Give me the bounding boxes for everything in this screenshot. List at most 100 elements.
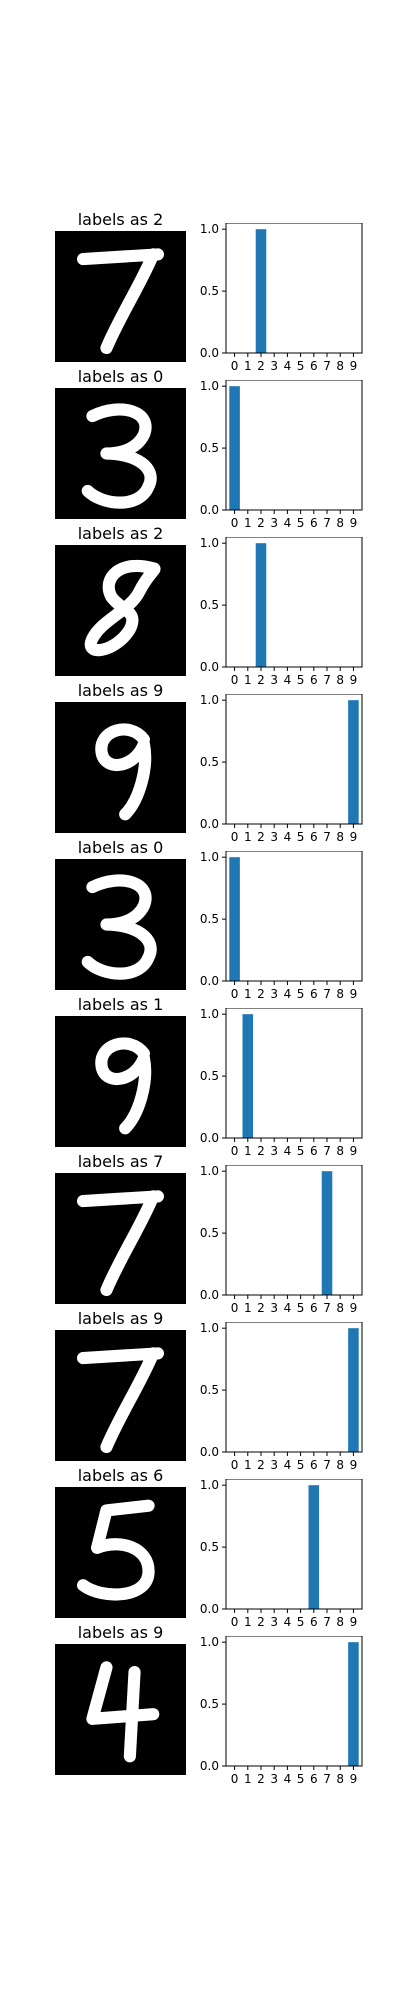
digit-title: labels as 9 bbox=[77, 1309, 164, 1328]
digit-7-image bbox=[76, 1347, 165, 1454]
x-tick-label: 2 bbox=[257, 516, 265, 530]
y-tick-label: 1.0 bbox=[200, 1165, 219, 1178]
bar-9 bbox=[348, 1642, 359, 1766]
digit-title: labels as 6 bbox=[77, 1466, 164, 1485]
digit-image bbox=[55, 702, 186, 833]
digit-3-stroke bbox=[81, 874, 157, 980]
digit-3-image bbox=[81, 874, 157, 980]
bar-chart-svg: 0 1 2 3 4 5 6 7 8 9 0.0 0.5 1.0 bbox=[200, 1165, 363, 1315]
digit-title: labels as 1 bbox=[77, 995, 164, 1014]
x-tick-label: 4 bbox=[284, 1772, 292, 1786]
x-tick-label: 9 bbox=[350, 516, 358, 530]
x-tick-label: 7 bbox=[323, 1772, 331, 1786]
x-tick-label: 7 bbox=[323, 1144, 331, 1158]
y-tick-label: 0.0 bbox=[200, 1602, 219, 1616]
digit-image bbox=[55, 859, 186, 990]
x-tick-label: 8 bbox=[336, 516, 344, 530]
digit-panel: labels as 9 0 1 2 3 4 5 6 7 8 9 0.0 0.5 1.0 bbox=[0, 1623, 400, 1786]
digit-image bbox=[55, 1644, 186, 1775]
x-tick-label: 4 bbox=[284, 1615, 292, 1629]
digit-3-stroke bbox=[81, 403, 157, 509]
x-tick-label: 8 bbox=[336, 1301, 344, 1315]
bar-9 bbox=[348, 1328, 359, 1452]
x-tick-label: 1 bbox=[244, 359, 252, 373]
axes-frame bbox=[225, 1479, 363, 1610]
y-tick-label: 0.5 bbox=[200, 755, 219, 769]
digit-panel: labels as 7 0 1 2 3 4 5 6 7 8 9 0.0 0.5 1.0 bbox=[0, 1152, 400, 1315]
x-tick-label: 8 bbox=[336, 830, 344, 844]
x-tick-label: 3 bbox=[270, 1772, 278, 1786]
bar-1 bbox=[242, 1014, 254, 1138]
x-tick-label: 2 bbox=[257, 1458, 265, 1472]
x-tick-label: 5 bbox=[297, 987, 305, 1001]
x-tick-label: 7 bbox=[323, 673, 331, 687]
digit-panel: labels as 2 0 1 2 3 4 5 6 7 8 9 0.0 0.5 1.0 bbox=[0, 524, 400, 687]
probability-chart: 0 1 2 3 4 5 6 7 8 9 0.0 0.5 1.0 bbox=[170, 537, 370, 687]
digit-7-stroke bbox=[76, 248, 165, 355]
digit-title: labels as 9 bbox=[77, 1623, 164, 1642]
axes-frame bbox=[225, 1165, 363, 1296]
x-tick-label: 4 bbox=[284, 987, 292, 1001]
axes-frame bbox=[225, 851, 363, 982]
x-tick-label: 8 bbox=[336, 987, 344, 1001]
x-tick-label: 6 bbox=[310, 1301, 318, 1315]
x-tick-label: 0 bbox=[231, 1772, 239, 1786]
digit-7-stroke bbox=[76, 1347, 165, 1454]
axes-frame bbox=[225, 1322, 363, 1453]
x-tick-label: 6 bbox=[310, 830, 318, 844]
digit-7-image bbox=[76, 248, 165, 355]
bar-chart-svg: 0 1 2 3 4 5 6 7 8 9 0.0 0.5 1.0 bbox=[200, 223, 363, 373]
digit-image bbox=[55, 231, 186, 362]
y-tick-label: 0.5 bbox=[200, 441, 219, 455]
x-tick-label: 1 bbox=[244, 830, 252, 844]
x-tick-label: 6 bbox=[310, 987, 318, 1001]
digit-9-stroke bbox=[95, 1037, 152, 1135]
x-tick-label: 0 bbox=[231, 359, 239, 373]
x-tick-label: 8 bbox=[336, 1772, 344, 1786]
x-tick-label: 0 bbox=[231, 1458, 239, 1472]
y-tick-label: 0.0 bbox=[200, 1759, 219, 1773]
bar-7 bbox=[321, 1171, 333, 1295]
digit-3-image bbox=[81, 403, 157, 509]
x-tick-label: 2 bbox=[257, 1301, 265, 1315]
x-tick-label: 2 bbox=[257, 673, 265, 687]
x-tick-label: 7 bbox=[323, 1301, 331, 1315]
x-tick-label: 4 bbox=[284, 359, 292, 373]
digit-9-image bbox=[95, 1037, 152, 1135]
x-tick-label: 8 bbox=[336, 1458, 344, 1472]
x-tick-label: 1 bbox=[244, 1458, 252, 1472]
x-tick-label: 6 bbox=[310, 359, 318, 373]
bar-9 bbox=[348, 700, 359, 824]
x-tick-label: 9 bbox=[350, 1772, 358, 1786]
axes-frame bbox=[225, 694, 363, 825]
x-tick-label: 2 bbox=[257, 1615, 265, 1629]
y-tick-label: 0.5 bbox=[200, 1383, 219, 1397]
digit-8-stroke bbox=[84, 559, 161, 657]
digit-image bbox=[55, 1016, 186, 1147]
digit-7-image bbox=[76, 1190, 165, 1297]
x-tick-label: 0 bbox=[231, 1144, 239, 1158]
y-tick-label: 1.0 bbox=[200, 537, 219, 550]
x-tick-label: 5 bbox=[297, 1772, 305, 1786]
x-tick-label: 7 bbox=[323, 830, 331, 844]
x-tick-label: 0 bbox=[231, 673, 239, 687]
y-tick-label: 0.0 bbox=[200, 503, 219, 517]
x-tick-label: 9 bbox=[350, 1301, 358, 1315]
digit-title: labels as 7 bbox=[77, 1152, 164, 1171]
y-tick-label: 1.0 bbox=[200, 1636, 219, 1649]
x-tick-label: 8 bbox=[336, 1615, 344, 1629]
x-tick-label: 7 bbox=[323, 359, 331, 373]
bar-chart-svg: 0 1 2 3 4 5 6 7 8 9 0.0 0.5 1.0 bbox=[200, 380, 363, 530]
x-tick-label: 3 bbox=[270, 830, 278, 844]
bar-chart-svg: 0 1 2 3 4 5 6 7 8 9 0.0 0.5 1.0 bbox=[200, 1322, 363, 1472]
x-tick-label: 0 bbox=[231, 987, 239, 1001]
x-tick-label: 4 bbox=[284, 516, 292, 530]
x-tick-label: 7 bbox=[323, 516, 331, 530]
x-tick-label: 3 bbox=[270, 987, 278, 1001]
probability-chart: 0 1 2 3 4 5 6 7 8 9 0.0 0.5 1.0 bbox=[170, 1479, 370, 1629]
x-tick-label: 1 bbox=[244, 516, 252, 530]
x-tick-label: 5 bbox=[297, 359, 305, 373]
x-tick-label: 0 bbox=[231, 1615, 239, 1629]
x-tick-label: 2 bbox=[257, 830, 265, 844]
bar-2 bbox=[255, 229, 267, 353]
